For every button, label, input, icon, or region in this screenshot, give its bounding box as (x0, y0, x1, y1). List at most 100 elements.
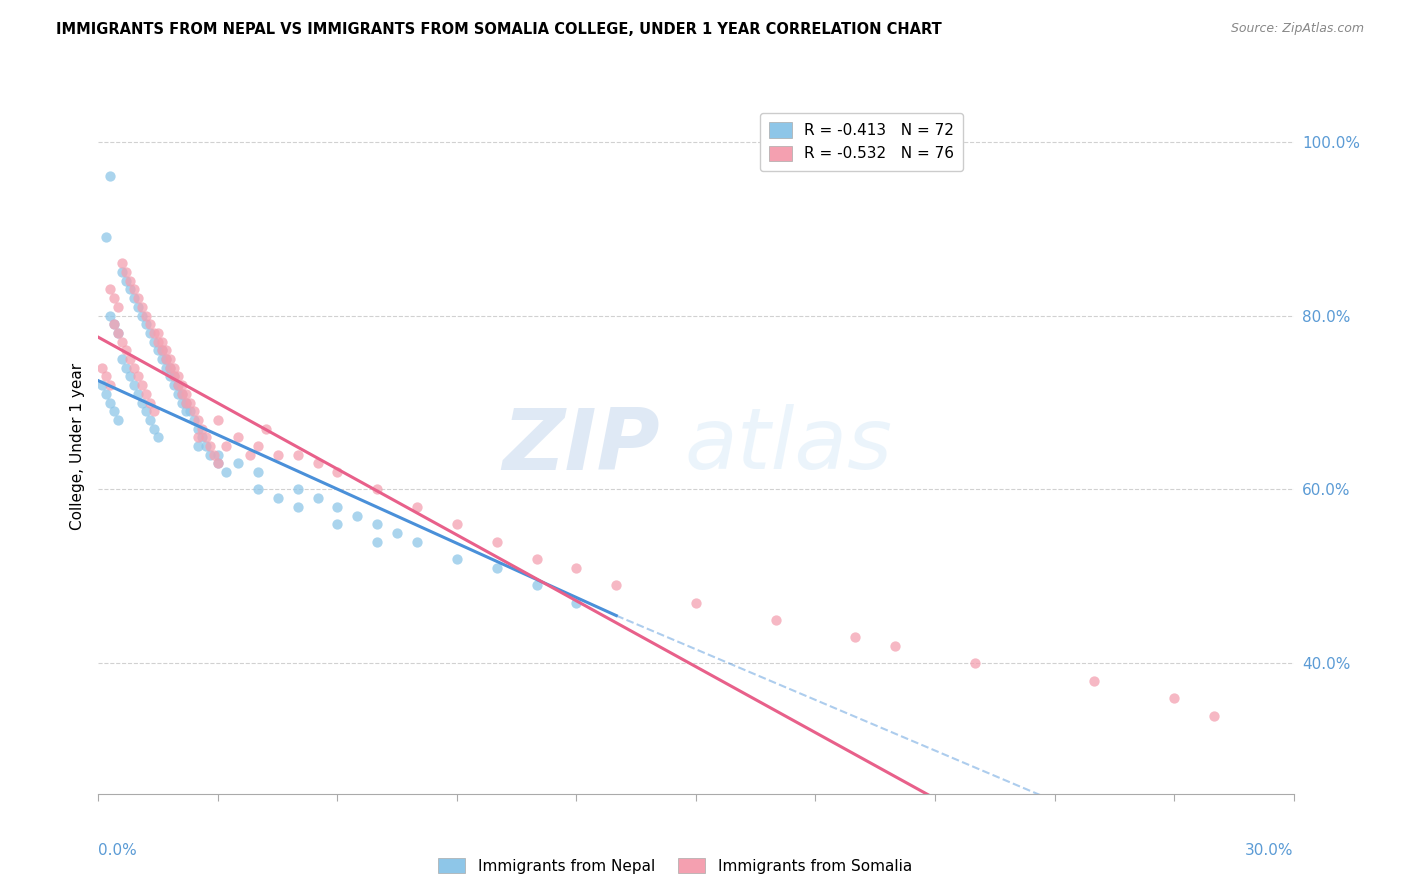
Point (187, 430, 209, 444)
Point (96, 387, 118, 401)
Point (226, 430, 249, 444)
Point (100, 169, 122, 184)
Point (150, 343, 173, 358)
Point (107, 413, 129, 427)
Point (366, 483, 388, 497)
Point (148, 343, 170, 358)
Point (100, 378, 122, 392)
Point (844, 630, 866, 644)
Point (91, 378, 114, 392)
Point (685, 596, 707, 610)
Point (159, 351, 181, 366)
Point (139, 326, 162, 340)
Point (1163, 691, 1185, 706)
Point (167, 378, 190, 392)
Point (111, 265, 134, 279)
Text: atlas: atlas (685, 404, 891, 488)
Point (163, 369, 186, 384)
Point (124, 378, 146, 392)
Point (215, 465, 238, 479)
Point (167, 387, 190, 401)
Point (172, 387, 194, 401)
Point (446, 517, 468, 532)
Point (150, 334, 173, 349)
Point (111, 256, 134, 270)
Point (183, 404, 205, 418)
Point (163, 378, 186, 392)
Point (172, 378, 194, 392)
Point (195, 430, 218, 444)
Point (155, 343, 177, 358)
Legend: Immigrants from Nepal, Immigrants from Somalia: Immigrants from Nepal, Immigrants from S… (432, 852, 918, 880)
Point (198, 448, 221, 462)
Point (765, 613, 787, 627)
Point (239, 448, 262, 462)
Point (103, 317, 125, 331)
Point (115, 360, 138, 375)
Point (307, 456, 329, 471)
Point (150, 351, 173, 366)
Point (1083, 673, 1105, 688)
Point (254, 421, 277, 435)
Point (120, 282, 142, 296)
Point (326, 517, 349, 532)
Point (207, 448, 229, 462)
Point (120, 369, 142, 384)
Text: 0.0%: 0.0% (98, 843, 138, 857)
Point (326, 465, 349, 479)
Point (143, 326, 166, 340)
Point (139, 317, 162, 331)
Point (135, 317, 157, 331)
Point (884, 639, 907, 653)
Point (179, 395, 201, 409)
Point (135, 387, 157, 401)
Point (195, 439, 218, 453)
Point (1202, 708, 1225, 723)
Point (103, 404, 125, 418)
Point (963, 657, 986, 671)
Point (163, 369, 186, 384)
Point (131, 395, 153, 409)
Point (127, 300, 149, 314)
Point (198, 439, 221, 453)
Point (246, 465, 269, 479)
Point (172, 395, 194, 409)
Point (139, 413, 162, 427)
Point (174, 395, 197, 409)
Y-axis label: College, Under 1 year: College, Under 1 year (69, 362, 84, 530)
Point (111, 334, 134, 349)
Point (124, 291, 146, 305)
Point (207, 456, 229, 471)
Point (187, 439, 209, 453)
Point (127, 291, 149, 305)
Point (565, 596, 588, 610)
Legend: R = -0.413   N = 72, R = -0.532   N = 76: R = -0.413 N = 72, R = -0.532 N = 76 (759, 112, 963, 170)
Point (174, 387, 197, 401)
Point (155, 360, 177, 375)
Point (111, 351, 134, 366)
Text: 30.0%: 30.0% (1246, 843, 1294, 857)
Point (159, 360, 181, 375)
Point (215, 439, 238, 453)
Point (346, 508, 368, 523)
Text: ZIP: ZIP (502, 404, 661, 488)
Text: Source: ZipAtlas.com: Source: ZipAtlas.com (1230, 22, 1364, 36)
Point (526, 578, 548, 592)
Point (287, 500, 309, 514)
Point (143, 334, 166, 349)
Point (107, 326, 129, 340)
Point (406, 534, 429, 549)
Point (155, 351, 177, 366)
Point (148, 430, 170, 444)
Point (96, 369, 118, 384)
Text: IMMIGRANTS FROM NEPAL VS IMMIGRANTS FROM SOMALIA COLLEGE, UNDER 1 YEAR CORRELATI: IMMIGRANTS FROM NEPAL VS IMMIGRANTS FROM… (56, 22, 942, 37)
Point (135, 404, 157, 418)
Point (103, 291, 125, 305)
Point (183, 413, 205, 427)
Point (148, 326, 170, 340)
Point (96, 230, 118, 244)
Point (135, 309, 157, 323)
Point (163, 360, 186, 375)
Point (366, 534, 388, 549)
Point (120, 274, 142, 288)
